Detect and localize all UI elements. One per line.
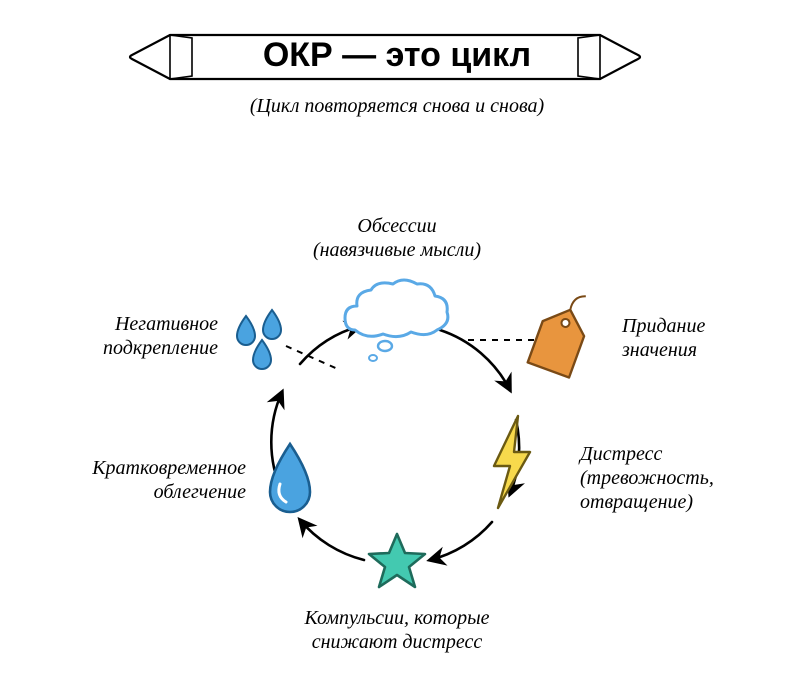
- label-relief-1: Кратковременное: [91, 457, 246, 479]
- label-distress-3: отвращение): [580, 491, 693, 513]
- diagram-canvas: ОКР — это цикл (Цикл повторяется снова и…: [0, 0, 794, 688]
- label-compulsions-2: снижают дистресс: [312, 631, 483, 653]
- label-distress-2: (тревожность,: [580, 467, 714, 489]
- cloud-icon: [345, 280, 448, 361]
- diagram-svg: ОКР — это цикл (Цикл повторяется снова и…: [0, 0, 794, 688]
- label-relief-2: облегчение: [154, 481, 247, 503]
- subtitle-text: (Цикл повторяется снова и снова): [250, 95, 545, 117]
- cycle-arrows: [271, 326, 519, 560]
- tag-icon: [528, 285, 597, 377]
- label-reinforce-2: подкрепление: [103, 337, 218, 359]
- drop-icon: [270, 444, 310, 512]
- star-icon: [369, 534, 425, 587]
- title-text: ОКР — это цикл: [263, 36, 531, 74]
- drops3-icon: [237, 310, 281, 369]
- bolt-icon: [494, 416, 530, 508]
- label-obsessions-1: Обсессии: [357, 215, 436, 237]
- label-compulsions-1: Компульсии, которые: [303, 607, 489, 629]
- title-banner: ОКР — это цикл: [130, 35, 640, 79]
- label-meaning-1: Придание: [621, 315, 705, 337]
- label-reinforce-1: Негативное: [114, 313, 218, 335]
- label-distress-1: Дистресс: [578, 443, 663, 465]
- label-meaning-2: значения: [621, 339, 697, 361]
- label-obsessions-2: (навязчивые мысли): [313, 239, 481, 261]
